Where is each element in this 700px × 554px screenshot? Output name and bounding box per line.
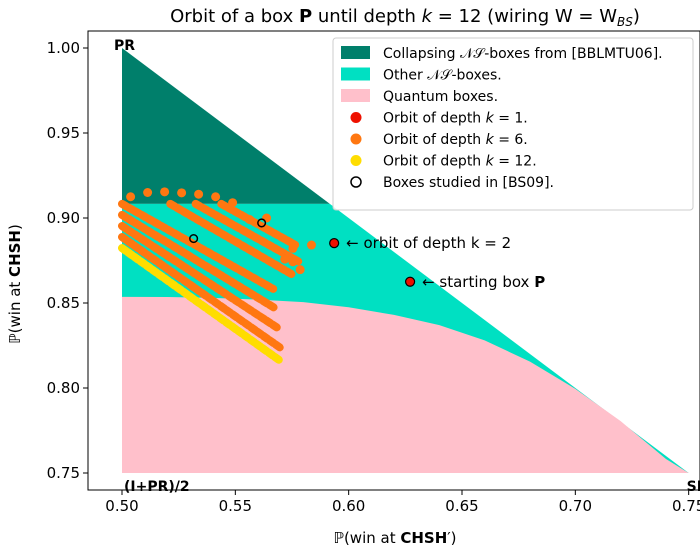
corner-label-2: SR — [687, 479, 700, 495]
legend-swatch-4 — [350, 133, 362, 145]
y-tick-label-0: 0.75 — [47, 464, 80, 482]
x-tick-label-3: 0.65 — [445, 497, 478, 515]
corner-label-1: (I+PR)/2 — [124, 479, 190, 495]
legend-swatch-1 — [341, 67, 370, 81]
legend: Collapsing 𝒩𝒮-boxes from [BBLMTU06]. Othe… — [332, 37, 694, 211]
plot-frame — [87, 30, 700, 491]
y-axis-label: ℙ(win at CHSH) — [6, 224, 24, 344]
series-1-point-3 — [177, 188, 187, 198]
plot-regions — [122, 48, 689, 473]
x-tick-label-1: 0.55 — [219, 497, 252, 515]
series-1-point-4 — [194, 189, 204, 199]
orbit-k6-band-5 — [191, 199, 303, 266]
x-tick-label-2: 0.60 — [332, 497, 365, 515]
region-2 — [122, 296, 689, 473]
legend-swatch-0 — [341, 46, 370, 59]
legend-swatch-6 — [350, 176, 362, 188]
y-tick-label-2: 0.85 — [47, 294, 80, 312]
studied-box-1 — [257, 218, 267, 228]
series-1-point-5 — [211, 192, 221, 202]
legend-swatch-3 — [350, 112, 362, 123]
series-1-point-1 — [143, 188, 153, 197]
x-tick-label-5: 0.75 — [672, 497, 700, 515]
plot-marks: PR (I+PR)/2 SR ← orbit of depth k = 2 ← star… — [114, 38, 700, 495]
legend-label-3: Orbit of depth k = 1. — [383, 111, 528, 127]
y-tick-label-4: 0.95 — [47, 124, 80, 142]
legend-swatch-2 — [341, 89, 370, 102]
orbit-k6-band-0 — [118, 199, 278, 293]
series-1-point-9 — [288, 243, 298, 253]
x-tick-label-4: 0.70 — [559, 497, 592, 515]
series-1-point-6 — [228, 198, 238, 208]
orbit-k6-band-1 — [118, 210, 280, 313]
x-axis-label: ℙ(win at CHSH′) — [333, 529, 456, 547]
x-axis: 0.50 0.55 0.60 0.65 0.70 0.75 — [105, 490, 700, 515]
series-1-point-7 — [245, 215, 255, 225]
series-1-point-13 — [295, 265, 305, 275]
series-1-point-8 — [262, 213, 272, 223]
y-tick-label-5: 1.00 — [47, 39, 80, 57]
annotation-0: ← orbit of depth k = 2 — [346, 234, 511, 252]
legend-label-6: Boxes studied in [BS09]. — [383, 175, 554, 191]
orbit-k6-band-4 — [166, 199, 296, 279]
orbit-k6-band-2 — [118, 221, 282, 333]
series-0-point-0 — [404, 276, 416, 287]
series-1-point-12 — [288, 257, 298, 267]
y-axis: 0.75 0.80 0.85 0.90 0.95 1.00 — [47, 39, 88, 482]
series-1-point-0 — [126, 192, 136, 202]
region-0 — [122, 48, 330, 204]
corner-label-0: PR — [114, 38, 135, 54]
legend-box — [332, 37, 694, 211]
y-tick-label-1: 0.80 — [47, 379, 80, 397]
legend-label-1: Other 𝒩𝒮-boxes. — [383, 68, 502, 84]
orbit-k6-band-3 — [118, 233, 285, 352]
x-tick-label-0: 0.50 — [105, 497, 138, 515]
orbit-k12-band-0 — [118, 244, 285, 365]
y-tick-label-3: 0.90 — [47, 209, 80, 227]
legend-swatch-5 — [350, 155, 362, 166]
series-1-point-11 — [280, 254, 290, 264]
annotation-1: ← starting box P — [422, 273, 545, 291]
studied-box-0 — [189, 234, 199, 244]
legend-label-2: Quantum boxes. — [383, 89, 498, 105]
legend-label-5: Orbit of depth k = 12. — [383, 154, 537, 170]
series-1-point-10 — [306, 240, 316, 250]
series-1-point-2 — [160, 187, 170, 197]
legend-label-0: Collapsing 𝒩𝒮-boxes from [BBLMTU06]. — [383, 46, 663, 62]
series-0-point-1 — [329, 238, 340, 249]
chart-title: Orbit of a box P until depth k = 12 (wir… — [170, 6, 640, 29]
legend-label-4: Orbit of depth k = 6. — [383, 132, 528, 148]
